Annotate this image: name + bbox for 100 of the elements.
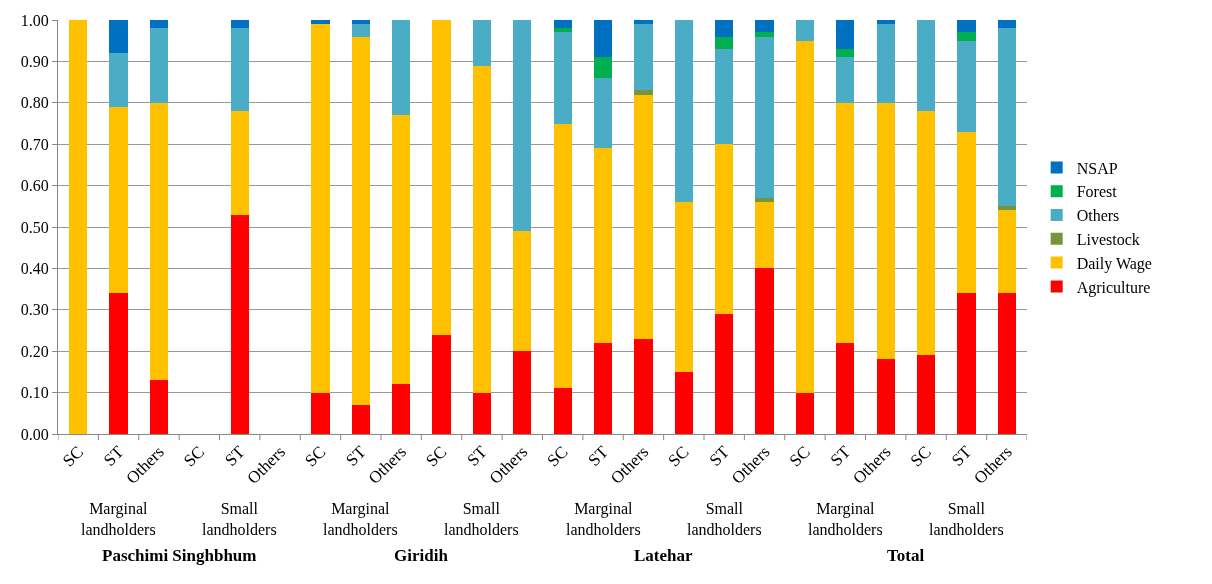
bar bbox=[876, 359, 895, 434]
bar bbox=[836, 48, 855, 58]
x-tick-label: ST bbox=[947, 441, 976, 470]
bar bbox=[351, 36, 370, 406]
bar bbox=[997, 206, 1016, 211]
bar bbox=[149, 28, 169, 103]
bar bbox=[876, 24, 895, 103]
x-tick-label: ST bbox=[826, 441, 855, 470]
bar bbox=[755, 20, 774, 33]
bar bbox=[311, 392, 330, 434]
text: Small landholders bbox=[444, 500, 519, 538]
x-tick-label: SC bbox=[664, 442, 693, 471]
bar bbox=[109, 293, 128, 434]
bar bbox=[836, 57, 855, 103]
y-tick-label: 0.60 bbox=[20, 177, 49, 195]
bar bbox=[957, 20, 976, 33]
x-tick-label: ST bbox=[584, 441, 613, 470]
legend-label: Livestock bbox=[1076, 231, 1140, 249]
bar bbox=[230, 20, 249, 29]
x-tick-label: ST bbox=[221, 441, 249, 470]
bar bbox=[634, 20, 653, 25]
y-tick-label: 0.20 bbox=[20, 342, 49, 360]
bar bbox=[634, 338, 653, 434]
x-tick-label: SC bbox=[301, 442, 330, 471]
bar bbox=[311, 20, 330, 25]
text: Small landholders bbox=[929, 500, 1004, 538]
y-tick-label: 0.30 bbox=[20, 301, 49, 319]
bar bbox=[715, 20, 734, 37]
bar bbox=[957, 293, 976, 434]
bar bbox=[553, 28, 572, 33]
y-tick-label: 0.70 bbox=[20, 135, 49, 153]
bar bbox=[432, 20, 451, 335]
bar bbox=[553, 20, 572, 29]
text: Latehar bbox=[634, 546, 693, 565]
text: Total bbox=[887, 546, 925, 565]
bar bbox=[836, 342, 855, 434]
bar bbox=[755, 202, 774, 269]
x-tick-label: ST bbox=[342, 441, 371, 470]
y-tick-label: 0.80 bbox=[20, 94, 49, 112]
bar bbox=[795, 40, 815, 393]
bar bbox=[876, 102, 895, 360]
bar bbox=[674, 20, 693, 203]
bar bbox=[957, 40, 976, 132]
bar bbox=[755, 36, 774, 199]
bar bbox=[472, 20, 492, 66]
bar bbox=[715, 313, 734, 434]
bar bbox=[230, 214, 249, 434]
bar bbox=[634, 90, 653, 95]
legend-label: Daily Wage bbox=[1076, 254, 1152, 273]
bar bbox=[674, 371, 693, 434]
bar bbox=[230, 111, 249, 215]
bar bbox=[351, 405, 370, 434]
legend-label: Agriculture bbox=[1076, 278, 1151, 297]
bar bbox=[109, 20, 128, 54]
x-tick-label: SC bbox=[785, 442, 814, 471]
bar bbox=[755, 198, 774, 203]
bar bbox=[836, 20, 855, 49]
x-tick-label: ST bbox=[463, 441, 492, 470]
bar bbox=[351, 24, 370, 37]
bar bbox=[755, 268, 774, 434]
bar bbox=[593, 148, 613, 343]
bar bbox=[392, 384, 411, 434]
bar bbox=[997, 210, 1016, 294]
text: Marginal landholders bbox=[323, 500, 398, 538]
bar bbox=[916, 111, 936, 356]
x-tick-label: SC bbox=[58, 442, 88, 471]
legend-label: NSAP bbox=[1076, 159, 1118, 177]
bar bbox=[392, 115, 411, 385]
bar bbox=[957, 131, 976, 294]
legend-label: Forest bbox=[1076, 183, 1118, 201]
bar bbox=[715, 48, 734, 145]
bar bbox=[634, 94, 653, 339]
bar bbox=[997, 293, 1016, 434]
bar bbox=[795, 20, 815, 41]
bar bbox=[311, 24, 330, 393]
bar bbox=[230, 28, 249, 112]
legend-label: Others bbox=[1076, 207, 1120, 225]
x-tick-label: SC bbox=[906, 442, 935, 471]
y-tick-label: 0.90 bbox=[20, 53, 49, 70]
y-tick-label: 0.50 bbox=[20, 218, 49, 236]
bar bbox=[472, 392, 492, 434]
bar bbox=[553, 32, 572, 124]
bar bbox=[755, 32, 774, 37]
text: Marginal landholders bbox=[81, 500, 156, 538]
bar bbox=[674, 202, 693, 372]
bar bbox=[69, 20, 88, 434]
x-tick-label: SC bbox=[422, 442, 451, 471]
bar bbox=[916, 20, 936, 112]
bar bbox=[916, 355, 936, 434]
bar bbox=[351, 20, 370, 25]
bar bbox=[149, 20, 169, 29]
x-tick-label: SC bbox=[543, 442, 572, 471]
bar bbox=[593, 77, 613, 149]
bar bbox=[472, 65, 492, 393]
bar bbox=[957, 32, 976, 41]
bar bbox=[553, 123, 572, 389]
bar bbox=[836, 102, 855, 343]
bar bbox=[997, 20, 1016, 29]
text: Marginal landholders bbox=[808, 500, 883, 538]
y-tick-label: 0.00 bbox=[20, 425, 49, 443]
